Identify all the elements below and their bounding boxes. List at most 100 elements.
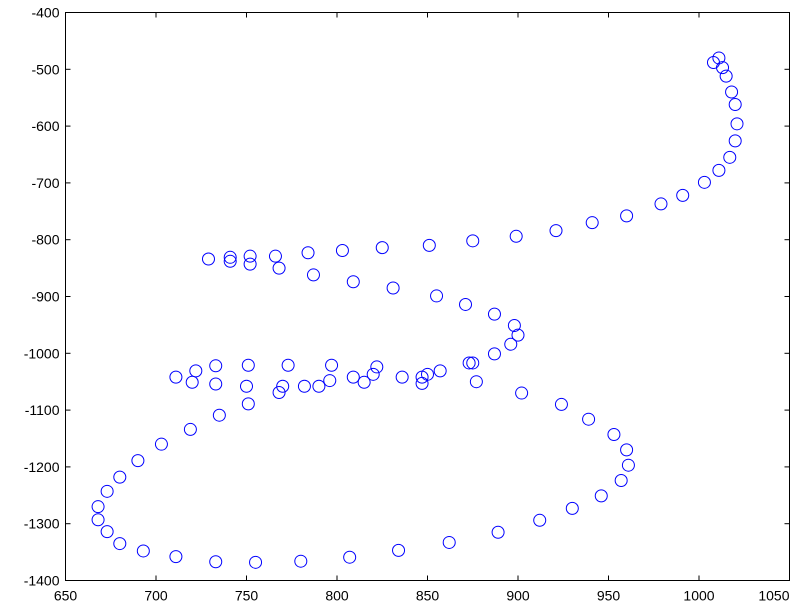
data-point xyxy=(209,555,223,569)
data-point xyxy=(294,554,308,568)
data-point xyxy=(462,356,476,370)
data-point xyxy=(335,243,349,257)
data-point xyxy=(223,254,237,268)
x-tick-label: 650 xyxy=(54,588,78,604)
data-point xyxy=(620,209,634,223)
data-point xyxy=(491,525,505,539)
x-tick-label: 750 xyxy=(235,588,259,604)
data-point xyxy=(113,470,127,484)
data-point xyxy=(725,85,739,99)
data-point xyxy=(466,234,480,248)
data-point xyxy=(730,117,744,131)
data-point xyxy=(276,379,290,393)
data-point xyxy=(91,500,105,514)
y-tick-label: -800 xyxy=(31,232,59,248)
data-point xyxy=(723,150,737,164)
data-point xyxy=(272,261,286,275)
x-tick-label: 950 xyxy=(597,588,621,604)
data-point xyxy=(614,474,628,488)
data-point xyxy=(272,385,286,399)
y-tick-label: -700 xyxy=(31,175,59,191)
data-point xyxy=(422,238,436,252)
data-point xyxy=(433,364,447,378)
data-point xyxy=(346,275,360,289)
axis-ticks: 650 700 750 800 850 900 950 1000 1050 -400 -500 -60… xyxy=(24,5,790,604)
y-tick-label: -1000 xyxy=(24,345,60,361)
plot-frame xyxy=(65,12,790,581)
data-point xyxy=(415,376,429,390)
data-point xyxy=(325,358,339,372)
data-point xyxy=(370,360,384,374)
data-point xyxy=(189,364,203,378)
data-point xyxy=(297,379,311,393)
y-tick-label: -400 xyxy=(31,5,59,21)
data-point xyxy=(241,358,255,372)
data-point xyxy=(201,252,215,266)
data-point xyxy=(113,537,127,551)
data-point xyxy=(594,489,608,503)
data-point xyxy=(511,328,525,342)
data-point xyxy=(487,307,501,321)
data-point xyxy=(716,61,730,75)
data-point xyxy=(169,550,183,564)
data-point xyxy=(136,544,150,558)
y-tick-label: -900 xyxy=(31,289,59,305)
y-tick-label: -1300 xyxy=(24,516,60,532)
x-tick-label: 700 xyxy=(144,588,168,604)
data-point xyxy=(268,249,282,263)
data-point xyxy=(183,422,197,436)
data-point xyxy=(706,55,720,69)
y-tick-label: -600 xyxy=(31,118,59,134)
data-point xyxy=(515,386,529,400)
data-point xyxy=(728,98,742,112)
data-point xyxy=(712,51,726,65)
data-point xyxy=(466,356,480,370)
data-point xyxy=(375,241,389,255)
data-point xyxy=(209,359,223,373)
data-point xyxy=(554,397,568,411)
data-point xyxy=(712,163,726,177)
x-tick-label: 1000 xyxy=(683,588,714,604)
data-point xyxy=(459,297,473,311)
data-point xyxy=(249,555,263,569)
data-point xyxy=(343,550,357,564)
x-tick-label: 900 xyxy=(506,588,530,604)
data-point xyxy=(565,501,579,515)
data-point xyxy=(366,367,380,381)
x-tick-label: 800 xyxy=(325,588,349,604)
data-point xyxy=(442,535,456,549)
data-point xyxy=(306,268,320,282)
data-point xyxy=(392,543,406,557)
data-point xyxy=(728,134,742,148)
data-point xyxy=(469,375,483,389)
data-point xyxy=(301,246,315,260)
data-point xyxy=(240,379,253,393)
data-point xyxy=(154,437,168,451)
data-point xyxy=(243,249,257,263)
data-point xyxy=(487,347,501,361)
data-point xyxy=(654,197,668,211)
data-points xyxy=(91,51,744,569)
data-point xyxy=(323,374,337,388)
y-tick-label: -1400 xyxy=(24,573,60,589)
data-point xyxy=(415,370,429,384)
x-tick-label: 1050 xyxy=(758,588,789,604)
data-point xyxy=(430,289,444,303)
data-point xyxy=(312,379,326,393)
y-tick-label: -1200 xyxy=(24,459,60,475)
y-tick-label: -1100 xyxy=(25,402,60,418)
data-point xyxy=(620,443,634,457)
data-point xyxy=(131,454,145,468)
data-point xyxy=(549,224,563,238)
data-point xyxy=(281,358,295,372)
data-point xyxy=(509,229,523,243)
data-point xyxy=(697,175,711,189)
data-point xyxy=(676,188,690,202)
data-point xyxy=(223,250,237,264)
y-tick-label: -500 xyxy=(31,61,59,77)
data-point xyxy=(621,458,635,472)
data-point xyxy=(185,375,199,389)
data-point xyxy=(209,377,223,391)
data-point xyxy=(607,428,621,442)
